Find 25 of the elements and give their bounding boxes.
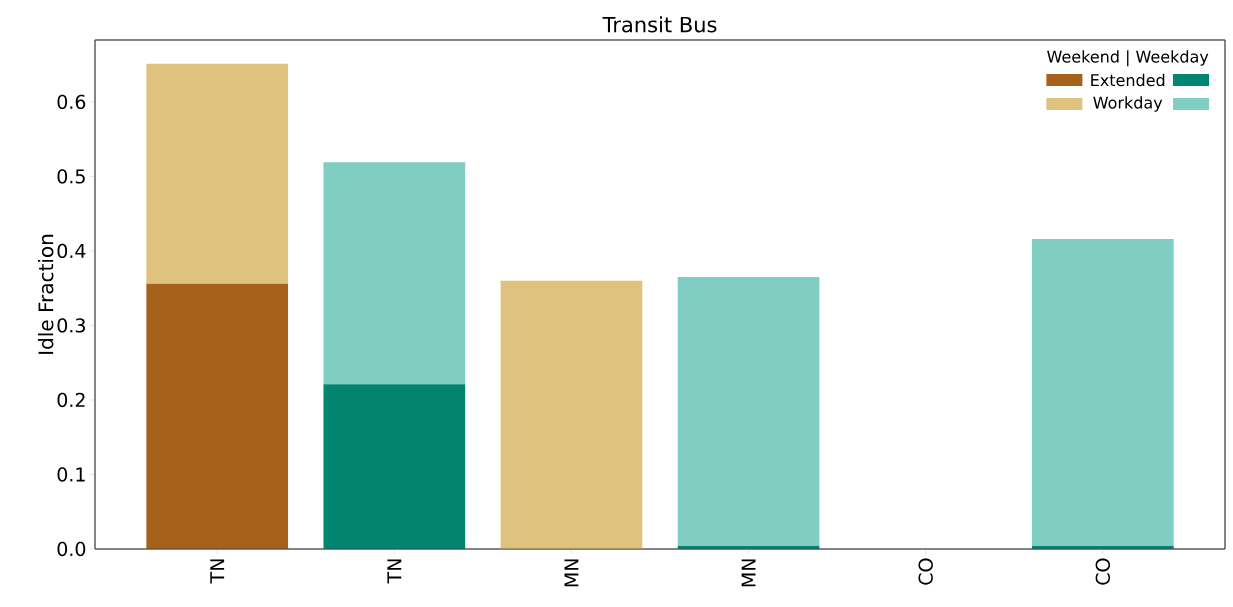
chart-title: Transit Bus <box>602 16 717 33</box>
x-tick-label: CO <box>1095 558 1110 585</box>
y-tick-label: 0.6 <box>57 94 86 110</box>
y-tick-label: 0.5 <box>57 169 85 184</box>
x-tick-label: MN <box>741 559 756 587</box>
legend-label: Extended <box>1091 73 1165 87</box>
y-tick-label: 0.1 <box>57 467 85 482</box>
y-tick-label: 0.3 <box>57 318 85 333</box>
x-tick-label: CO <box>918 558 933 585</box>
y-tick-label: 0.0 <box>57 541 86 557</box>
bar <box>1031 238 1174 547</box>
legend-title: Weekend | Weekday <box>1047 50 1209 67</box>
bar <box>323 162 466 385</box>
x-tick-label: MN <box>564 559 579 587</box>
bar <box>677 276 820 547</box>
bar <box>500 280 643 549</box>
bar <box>323 384 466 549</box>
y-tick-label: 0.4 <box>57 243 86 259</box>
x-tick-label: TN <box>210 559 225 584</box>
bar <box>146 283 289 549</box>
x-tick-label: TN <box>387 559 402 584</box>
legend-label: Workday <box>1093 96 1163 112</box>
y-tick-label: 0.2 <box>57 392 85 408</box>
bar <box>146 63 289 284</box>
y-axis-title: Idle Fraction <box>37 234 54 354</box>
